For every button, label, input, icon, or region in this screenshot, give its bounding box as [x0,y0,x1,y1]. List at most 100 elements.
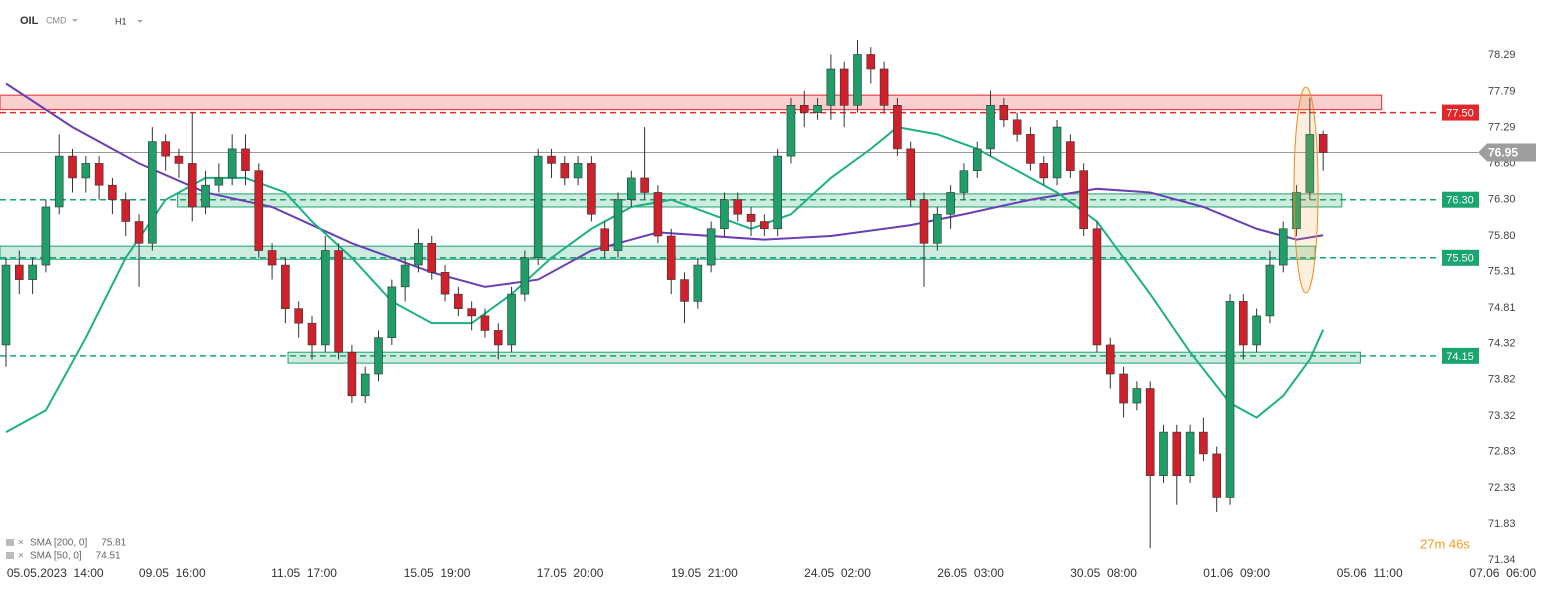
candle-body [1105,344,1115,375]
candle-body [839,68,849,106]
candle-body [972,148,982,171]
candle-body [1159,431,1168,476]
candle-body [746,213,756,222]
candle-body [919,199,929,244]
legend-name: SMA [200, 0] [30,538,87,549]
candle-body [1212,453,1222,498]
candle-body [68,155,77,179]
candle-body [1185,431,1195,476]
interval[interactable]: H1 [115,16,127,26]
candle-body [786,105,796,157]
candle-body [41,206,51,266]
candle-body [1318,134,1328,153]
candle-body [853,54,862,106]
candle-body [1199,431,1208,455]
candle-body [879,68,889,106]
symbol: OIL [20,15,39,27]
legend-value: 74.51 [96,551,121,562]
candle-body [587,163,596,215]
candle-body [374,337,383,375]
candle-body [294,308,303,324]
y-tick-label: 71.83 [1488,518,1516,530]
candle-body [214,177,224,186]
candle-body [227,148,237,179]
candle-body [360,373,370,397]
candle-body [999,105,1009,121]
y-tick-label: 75.31 [1488,266,1516,278]
y-tick-label: 73.82 [1488,374,1516,386]
candle-body [1052,126,1062,179]
legend-icon[interactable] [6,539,14,546]
x-tick-label: 09.05 16:00 [139,566,206,580]
y-tick-label: 77.29 [1488,122,1516,134]
candle-body [427,242,437,273]
legend-close[interactable]: × [18,538,24,549]
candle-body [640,177,649,193]
x-tick-label: 05.05.2023 14:00 [7,566,104,580]
candle-body [959,170,969,193]
candle-body [733,199,743,215]
candle-body [680,279,689,302]
current-price-tag [1478,143,1536,162]
candle-body [467,308,476,317]
x-tick-label: 19.05 21:00 [671,566,738,580]
legend-value: 75.81 [101,538,126,549]
y-tick-label: 74.32 [1488,337,1516,349]
candle-body [1079,170,1088,230]
x-tick-label: 26.05 03:00 [937,566,1004,580]
y-tick-label: 72.83 [1488,446,1516,458]
candle-body [254,170,264,251]
zone [287,351,1361,364]
x-tick-label: 24.05 02:00 [804,566,871,580]
candle-body [400,264,410,288]
candle-body [653,192,663,237]
legend-name: SMA [50, 0] [30,551,82,562]
candle-body [187,163,197,208]
legend-close[interactable]: × [18,551,24,562]
candle-body [573,163,583,179]
candle-body [1039,163,1049,179]
candle-body [893,105,902,150]
y-tick-label: 76.30 [1488,194,1516,206]
market: CMD [46,15,67,25]
candle-body [813,105,822,113]
y-tick-label: 72.33 [1488,482,1516,494]
candle-body [134,221,144,244]
candle-body [334,250,343,353]
candle-body [666,235,676,280]
candle-body [1092,228,1102,346]
candle-body [520,257,530,295]
candle-body [1145,388,1155,476]
x-tick-label: 11.05 17:00 [271,566,337,580]
y-tick-label: 73.32 [1488,410,1516,422]
candle-body [81,163,91,179]
y-tick-label: 75.80 [1488,230,1516,242]
candle-body [493,330,503,346]
candle-body [241,148,250,171]
candle-body [28,264,37,280]
candle-body [706,228,716,266]
legend-icon[interactable] [6,552,14,559]
candle-body [1026,134,1035,164]
candle-body [1119,373,1128,404]
candle-body [613,199,623,251]
level-label: 77.50 [1446,107,1474,119]
y-tick-label: 77.79 [1488,85,1516,97]
candle-body [121,199,131,222]
candle-body [720,199,729,230]
y-tick-label: 74.81 [1488,302,1516,314]
y-tick-label: 78.29 [1488,49,1516,61]
candle-body [1172,431,1182,476]
x-tick-label: 30.05 08:00 [1070,566,1137,580]
caret[interactable] [72,19,78,22]
candle-body [986,105,995,150]
countdown: 27m 46s [1420,536,1470,551]
current-price-label: 76.95 [1488,146,1518,160]
level-tag [1442,191,1479,208]
candle-body [108,184,117,201]
candle-body [347,351,357,397]
caret[interactable] [137,20,143,23]
candle-body [826,68,836,106]
candle-body [1265,264,1275,317]
